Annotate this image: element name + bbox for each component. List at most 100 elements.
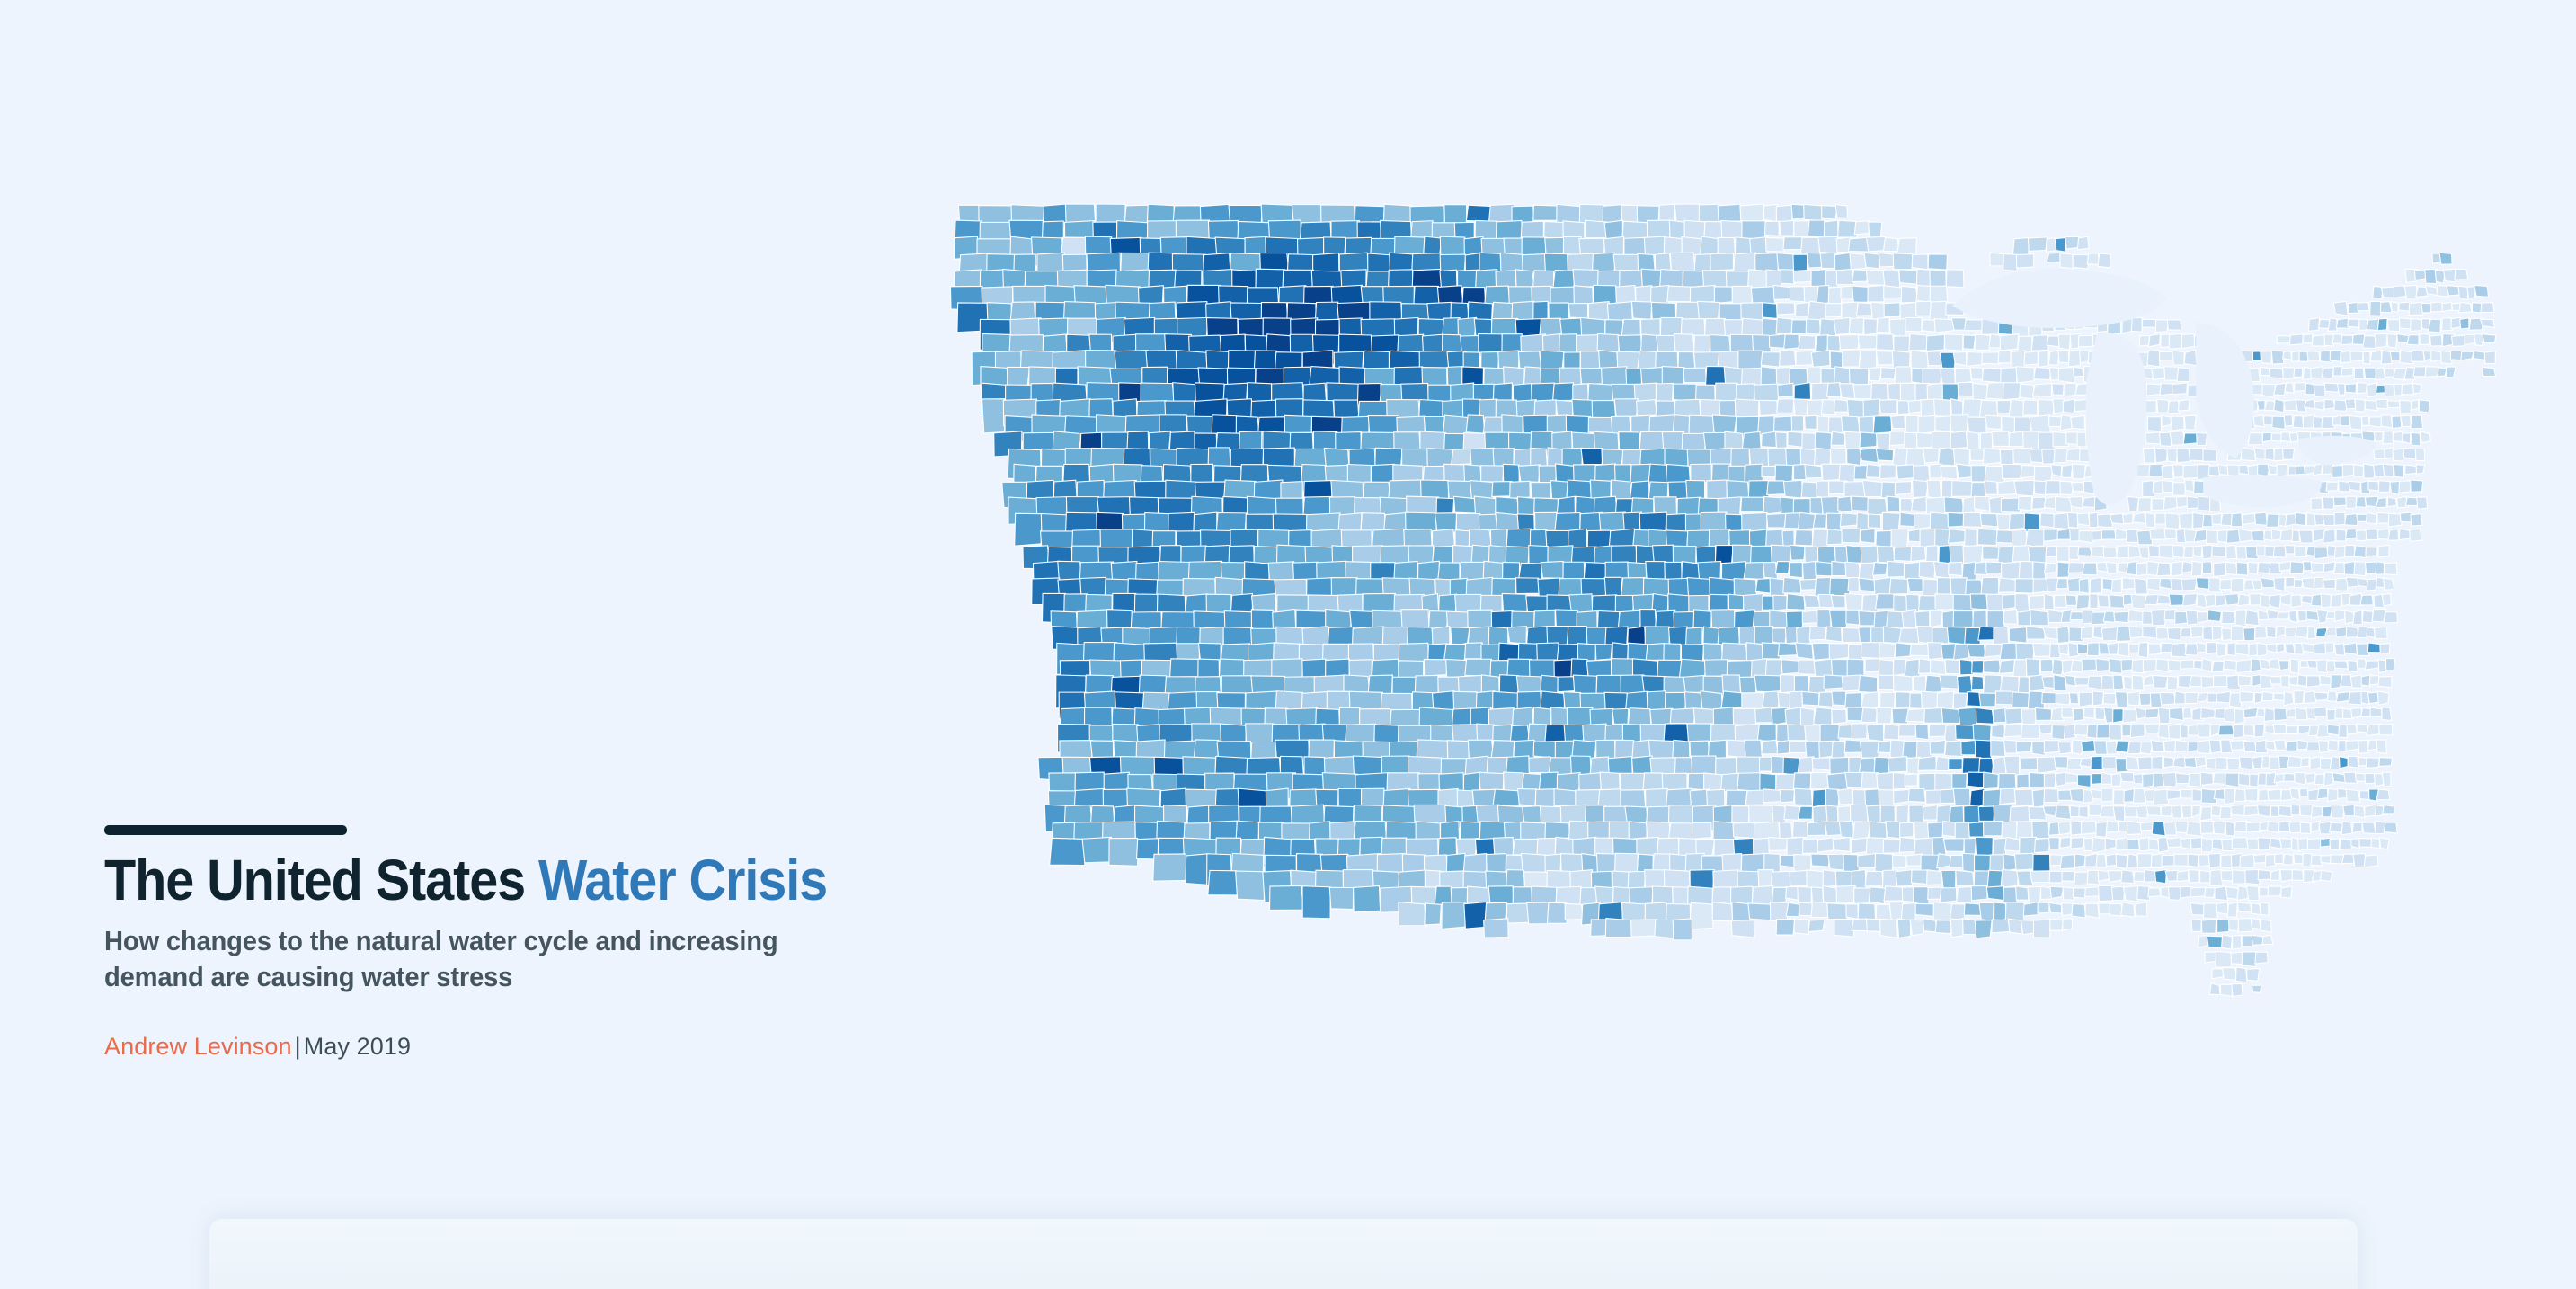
county-cell (2107, 870, 2123, 883)
county-cell (1985, 382, 2005, 400)
county-cell (2355, 495, 2367, 508)
county-cell (2449, 350, 2464, 361)
county-cell (2398, 301, 2412, 312)
county-cell (1920, 854, 1941, 874)
county-cell (1730, 920, 1755, 938)
county-cell (1449, 577, 1469, 600)
county-cell (1754, 674, 1781, 694)
county-cell (2284, 544, 2296, 555)
county-cell (1595, 739, 1616, 766)
county-cell (2474, 333, 2484, 347)
county-cell (1655, 400, 1677, 422)
county-cell (1831, 740, 1846, 760)
county-cell (2295, 511, 2306, 527)
county-cell (1133, 593, 1159, 624)
county-cell (1237, 787, 1268, 822)
county-cell (1612, 837, 1639, 859)
county-cell (1035, 465, 1064, 497)
county-cell (1465, 576, 1495, 599)
county-cell (2246, 463, 2261, 477)
county-cell (1819, 724, 1841, 743)
county-cell (1744, 739, 1763, 761)
county-cell (1371, 334, 1400, 367)
county-cell (1993, 902, 2007, 922)
county-cell (1797, 805, 1814, 820)
county-cell (1627, 870, 1647, 893)
county-cell (2358, 318, 2369, 332)
county-cell (1083, 690, 1116, 716)
county-cell (1745, 642, 1764, 663)
county-cell (2029, 674, 2046, 692)
county-cell (1452, 690, 1479, 711)
county-cell (1764, 236, 1785, 253)
county-cell (1355, 578, 1385, 610)
county-cell (1248, 642, 1276, 670)
county-cell (2073, 366, 2085, 378)
county-cell (1316, 560, 1347, 592)
county-cell (2413, 269, 2427, 281)
county-cell (1803, 203, 1823, 222)
county-cell (1062, 300, 1097, 330)
county-cell (1047, 790, 1077, 821)
county-cell (1638, 431, 1665, 458)
county-cell (2356, 382, 2368, 395)
county-cell (2027, 236, 2048, 252)
county-cell (1520, 852, 1548, 876)
county-cell (2409, 528, 2422, 542)
county-cell (2153, 772, 2164, 788)
county-cell (2373, 449, 2387, 459)
county-cell (2168, 593, 2185, 606)
county-cell (1650, 301, 1677, 326)
county-cell (1950, 577, 1968, 597)
county-cell (2076, 236, 2090, 251)
county-cell (1838, 463, 1857, 484)
county-cell (2322, 578, 2336, 590)
county-cell (1804, 546, 1820, 565)
county-cell (2380, 414, 2394, 429)
county-cell (2248, 592, 2263, 606)
county-cell (1997, 772, 2017, 792)
county-cell (2108, 658, 2124, 674)
county-cell (1198, 627, 1225, 658)
county-cell (1920, 690, 1940, 710)
county-cell (1627, 707, 1652, 729)
county-cell (1969, 448, 1985, 461)
county-cell (1829, 351, 1844, 371)
county-cell (1230, 302, 1264, 336)
county-cell (1051, 626, 1080, 650)
county-cell (1702, 642, 1724, 668)
county-cell (1658, 203, 1676, 227)
county-cell (1914, 512, 1933, 530)
county-cell (2190, 919, 2202, 932)
county-cell (1489, 528, 1508, 555)
county-cell (2187, 724, 2200, 736)
county-cell (1488, 203, 1515, 227)
county-cell (2297, 725, 2313, 734)
county-cell (1813, 447, 1832, 467)
county-cell (1939, 887, 1958, 903)
county-cell (1878, 641, 1896, 659)
county-cell (1720, 561, 1746, 582)
county-cell (1932, 560, 1950, 579)
county-cell (1985, 561, 2003, 574)
county-cell (1617, 334, 1642, 354)
county-cell (2202, 449, 2218, 462)
county-cell (2238, 756, 2255, 770)
county-cell (1454, 529, 1470, 548)
county-cell (2207, 692, 2219, 703)
county-cell (1580, 448, 1604, 466)
county-cell (1948, 805, 1965, 827)
county-cell (1991, 919, 2012, 934)
county-cell (2145, 805, 2162, 817)
county-cell (2244, 545, 2260, 560)
county-cell (1973, 870, 1990, 890)
county-cell (2341, 432, 2351, 446)
county-cell (2393, 463, 2405, 479)
county-cell (2166, 675, 2179, 691)
county-cell (2248, 368, 2261, 383)
county-cell (1820, 367, 1836, 385)
county-cell (1934, 593, 1955, 610)
county-cell (2327, 739, 2340, 751)
byline-author-link[interactable]: Andrew Levinson (104, 1032, 292, 1060)
county-cell (1927, 253, 1949, 271)
